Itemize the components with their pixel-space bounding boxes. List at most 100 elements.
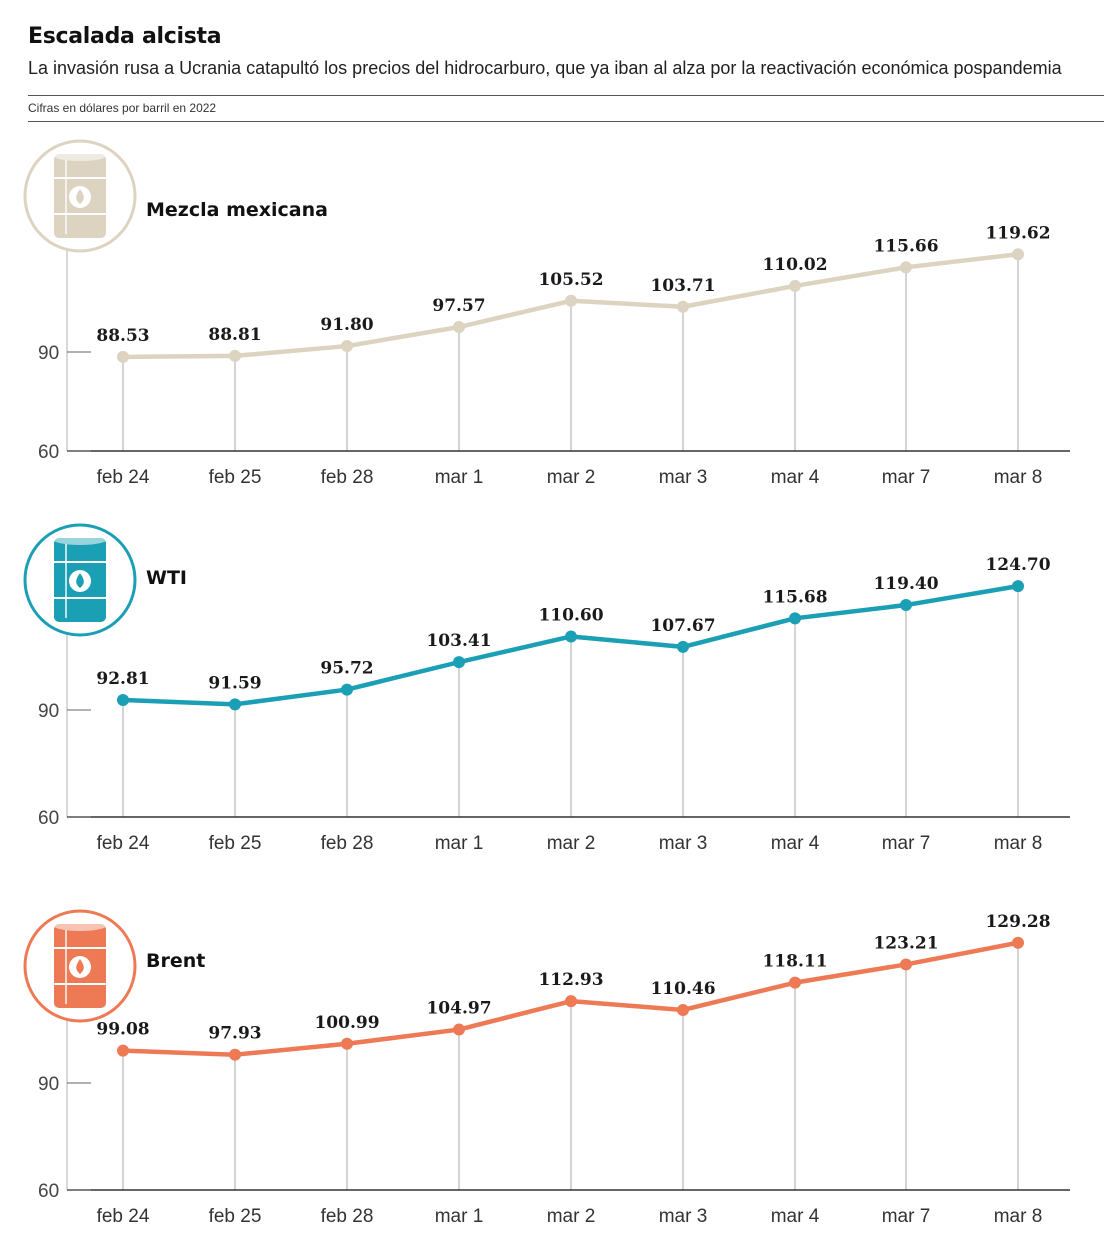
chart-header: Escalada alcista La invasión rusa a Ucra… <box>28 22 1104 80</box>
x-tick-label: mar 1 <box>435 1206 484 1227</box>
chart-subtitle: La invasión rusa a Ucrania catapultó los… <box>28 58 1062 78</box>
oil-drop-icon <box>76 959 84 974</box>
data-label: 104.97 <box>426 999 491 1019</box>
data-label: 110.46 <box>650 979 715 999</box>
x-tick-label: feb 25 <box>209 1206 262 1227</box>
series-name: Mezcla mexicana <box>146 199 328 221</box>
data-point <box>677 1003 689 1016</box>
data-point <box>341 340 353 353</box>
data-label: 95.72 <box>320 659 373 679</box>
barrel-top <box>54 535 106 545</box>
data-label: 110.60 <box>538 605 603 625</box>
data-point <box>1012 248 1024 261</box>
chart-title: Escalada alcista <box>28 24 222 49</box>
x-tick-label: mar 7 <box>882 1206 931 1227</box>
data-point <box>229 1048 241 1061</box>
chart-mezcla: 60 90 88.53 88.81 91.80 97.57 105.52 103.71 110.… <box>23 139 1070 488</box>
oil-barrel-icon <box>23 909 137 1023</box>
barrel-top <box>54 921 106 931</box>
oil-drop-icon <box>76 189 84 204</box>
y-tick-label: 90 <box>38 343 59 364</box>
series-name: WTI <box>146 567 187 589</box>
header-rule <box>28 95 1104 96</box>
data-point <box>789 612 801 625</box>
data-label: 97.57 <box>432 296 485 316</box>
x-tick-label: feb 24 <box>97 467 150 488</box>
x-tick-label: mar 7 <box>882 833 931 854</box>
data-label: 103.41 <box>426 631 491 651</box>
x-tick-label: mar 8 <box>994 467 1043 488</box>
x-tick-label: mar 3 <box>659 1206 708 1227</box>
data-point <box>677 640 689 653</box>
data-point <box>565 294 577 307</box>
x-tick-label: mar 2 <box>547 1206 596 1227</box>
x-tick-label: mar 4 <box>771 467 820 488</box>
chart-wti: 60 90 92.81 91.59 95.72 103.41 110.60 107.67 115… <box>23 523 1070 854</box>
data-label: 112.93 <box>538 970 603 990</box>
data-point <box>900 261 912 274</box>
data-point <box>789 976 801 989</box>
data-label: 91.80 <box>320 315 373 335</box>
data-point <box>341 683 353 696</box>
x-tick-label: feb 24 <box>97 1206 150 1227</box>
data-point <box>677 300 689 313</box>
data-label: 105.52 <box>538 270 603 290</box>
data-point <box>229 698 241 711</box>
units-note: Cifras en dólares por barril en 2022 <box>28 101 217 115</box>
data-point <box>565 630 577 643</box>
data-point <box>117 350 129 363</box>
x-tick-label: feb 28 <box>321 467 374 488</box>
y-tick-label: 60 <box>38 808 59 829</box>
y-tick-label: 60 <box>38 442 59 463</box>
data-point <box>229 349 241 362</box>
x-tick-label: mar 7 <box>882 467 931 488</box>
data-label: 88.81 <box>208 325 261 345</box>
x-tick-label: mar 1 <box>435 467 484 488</box>
data-point <box>1012 580 1024 593</box>
data-point <box>789 279 801 292</box>
x-tick-label: feb 28 <box>321 1206 374 1227</box>
barrel-top <box>54 151 106 161</box>
x-tick-label: mar 8 <box>994 833 1043 854</box>
data-point <box>341 1037 353 1050</box>
data-label: 107.67 <box>650 616 715 636</box>
data-label: 100.99 <box>314 1013 379 1033</box>
data-point <box>117 693 129 706</box>
x-tick-label: mar 2 <box>547 467 596 488</box>
oil-barrel-icon <box>23 523 137 637</box>
data-point <box>565 995 577 1008</box>
x-tick-label: mar 3 <box>659 833 708 854</box>
data-point <box>1012 936 1024 949</box>
data-label: 119.40 <box>873 574 938 594</box>
data-label: 91.59 <box>208 673 261 693</box>
x-tick-label: mar 2 <box>547 833 596 854</box>
data-label: 103.71 <box>650 276 715 296</box>
x-tick-label: mar 4 <box>771 1206 820 1227</box>
data-label: 99.08 <box>96 1020 149 1040</box>
data-point <box>453 1023 465 1036</box>
data-label: 124.70 <box>985 555 1050 575</box>
x-tick-label: feb 25 <box>209 467 262 488</box>
x-tick-label: feb 24 <box>97 833 150 854</box>
data-label: 115.68 <box>762 587 827 607</box>
data-label: 92.81 <box>96 669 149 689</box>
x-tick-label: feb 25 <box>209 833 262 854</box>
data-point <box>453 656 465 669</box>
x-tick-label: mar 3 <box>659 467 708 488</box>
y-tick-label: 90 <box>38 1074 59 1095</box>
data-label: 110.02 <box>762 255 827 275</box>
series-name: Brent <box>146 950 205 972</box>
data-label: 115.66 <box>873 236 938 256</box>
x-tick-label: mar 8 <box>994 1206 1043 1227</box>
x-tick-label: feb 28 <box>321 833 374 854</box>
data-point <box>900 958 912 971</box>
units-rule <box>28 121 1104 122</box>
data-label: 97.93 <box>208 1024 261 1044</box>
oil-drop-icon <box>76 573 84 588</box>
oil-barrel-icon <box>23 139 137 253</box>
data-point <box>117 1044 129 1057</box>
data-label: 119.62 <box>985 223 1050 243</box>
data-label: 118.11 <box>762 952 827 972</box>
x-tick-label: mar 4 <box>771 833 820 854</box>
